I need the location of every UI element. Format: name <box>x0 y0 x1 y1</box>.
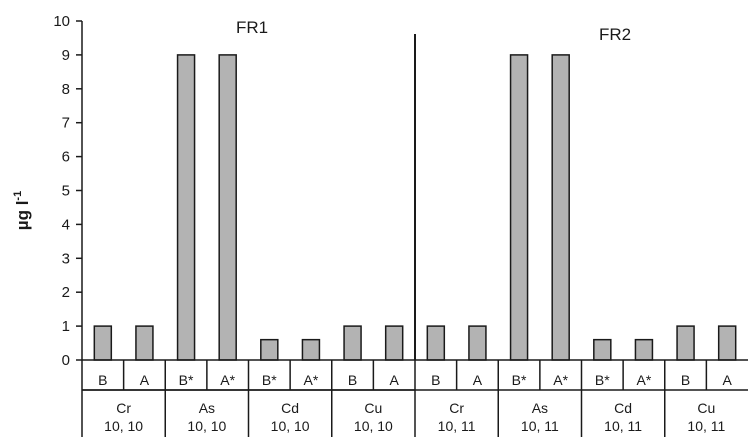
group-code-label: 10, 11 <box>604 418 642 434</box>
bar-category-label: B <box>98 372 107 388</box>
y-tick-label: 5 <box>62 183 70 200</box>
bar <box>343 325 362 361</box>
bar-category-label: A* <box>637 372 652 388</box>
bar-category-label: A* <box>304 372 319 388</box>
bar <box>426 325 446 361</box>
bar-category-label: B* <box>512 372 527 388</box>
y-tick-label: 1 <box>62 318 70 335</box>
group-code-label: 10, 10 <box>187 418 226 434</box>
bar <box>676 325 695 361</box>
x-axis: B A Cr 10, 10 B* A* As 10, 10 B* A* Cd 10, 10 B A Cu 10… <box>82 359 748 437</box>
y-tick-label: 9 <box>62 47 70 64</box>
group-element-label: As <box>532 400 548 416</box>
group-code-label: 10, 11 <box>438 418 476 434</box>
bar-category-label: B <box>681 372 690 388</box>
bar-category-label: B* <box>179 372 194 388</box>
group-code-label: 10, 11 <box>687 418 725 434</box>
y-tick-label: 6 <box>62 149 70 166</box>
bar <box>135 325 154 361</box>
bar-category-label: B* <box>262 372 277 388</box>
bar <box>176 54 196 361</box>
bar <box>509 54 529 361</box>
bar <box>717 325 737 361</box>
bar-category-label: A <box>473 372 483 388</box>
bar <box>593 338 612 361</box>
y-tick-label: 0 <box>62 352 70 369</box>
bar <box>301 338 321 361</box>
group-code-label: 10, 10 <box>354 418 393 434</box>
panel-label-fr2: FR2 <box>599 25 631 44</box>
group-element-label: Cd <box>281 400 299 416</box>
group-element-label: Cu <box>364 400 382 416</box>
bar <box>468 325 487 361</box>
y-tick-label: 3 <box>62 250 70 267</box>
bar <box>384 325 404 361</box>
y-axis-title: µg l-1 <box>12 191 32 230</box>
y-tick-label: 10 <box>53 13 70 30</box>
bar-category-label: A <box>140 372 150 388</box>
y-tick-label: 8 <box>62 81 70 98</box>
bar-category-label: A* <box>220 372 235 388</box>
y-axis: 0 1 2 3 4 5 6 7 8 9 10 <box>53 13 83 437</box>
group-element-label: Cd <box>614 400 632 416</box>
bar <box>551 54 570 361</box>
bar-category-label: A <box>723 372 733 388</box>
bar-category-label: B <box>431 372 440 388</box>
bar <box>93 325 113 361</box>
group-code-label: 10, 10 <box>271 418 310 434</box>
panel-labels: FR1 FR2 <box>236 18 631 44</box>
group-code-label: 10, 10 <box>104 418 143 434</box>
y-tick-label: 7 <box>62 115 70 132</box>
panel-label-fr1: FR1 <box>236 18 268 37</box>
y-axis-label: µg l-1 <box>12 191 32 230</box>
bar-category-label: A <box>390 372 400 388</box>
group-element-label: Cr <box>116 400 131 416</box>
group-element-label: As <box>199 400 215 416</box>
y-tick-label: 2 <box>62 284 70 301</box>
bar-category-label: A* <box>553 372 568 388</box>
bar-category-label: B <box>348 372 357 388</box>
group-element-label: Cu <box>697 400 715 416</box>
bar <box>260 338 279 361</box>
group-code-label: 10, 11 <box>521 418 559 434</box>
bar <box>634 338 654 361</box>
group-element-label: Cr <box>449 400 464 416</box>
bars <box>93 34 737 361</box>
bar <box>218 54 237 361</box>
y-tick-label: 4 <box>62 216 70 233</box>
bar-category-label: B* <box>595 372 610 388</box>
